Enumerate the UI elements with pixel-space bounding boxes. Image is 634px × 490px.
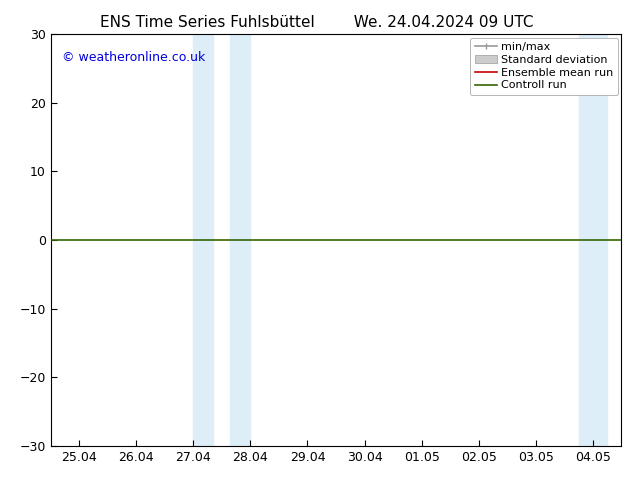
Bar — [593, 34, 607, 446]
Text: ENS Time Series Fuhlsbüttel        We. 24.04.2024 09 UTC: ENS Time Series Fuhlsbüttel We. 24.04.20… — [100, 15, 534, 30]
Bar — [230, 34, 250, 446]
Bar — [193, 34, 213, 446]
Legend: min/max, Standard deviation, Ensemble mean run, Controll run: min/max, Standard deviation, Ensemble me… — [470, 38, 618, 95]
Text: © weatheronline.co.uk: © weatheronline.co.uk — [62, 51, 205, 64]
Bar — [578, 34, 593, 446]
